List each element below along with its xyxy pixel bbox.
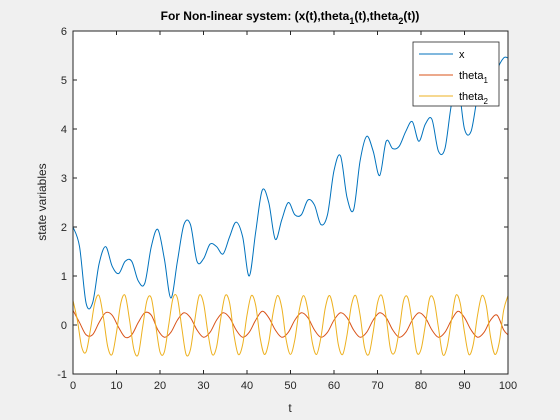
- y-tick-label: -1: [57, 369, 67, 381]
- y-tick-label: 5: [61, 75, 67, 87]
- x-tick-label: 40: [241, 380, 253, 392]
- x-tick-label: 30: [197, 380, 209, 392]
- series-x-line: [73, 56, 508, 310]
- legend-entries: x theta1 theta2: [419, 49, 488, 106]
- axes-box: [72, 30, 509, 375]
- x-tick-labels: 0 10 20 30 40 50 60 70 80 90 100: [70, 380, 517, 392]
- x-tick-label: 10: [110, 380, 122, 392]
- x-tick-label: 60: [328, 380, 340, 392]
- x-tick-label: 0: [70, 380, 76, 392]
- y-tick-label: 1: [61, 271, 67, 283]
- series-theta2-line: [73, 294, 508, 357]
- chart-title: For Non-linear system: (x(t),theta1(t),t…: [161, 9, 420, 26]
- y-tick-label: 4: [61, 124, 67, 136]
- x-tick-label: 20: [154, 380, 166, 392]
- y-axis-label: state variables: [35, 163, 49, 240]
- legend-box: [412, 41, 500, 107]
- x-axis-label: t: [288, 401, 292, 415]
- y-tick-label: 0: [61, 320, 67, 332]
- legend-entry-theta2-label: theta2: [459, 91, 488, 106]
- legend-entry-x-label: x: [459, 49, 465, 61]
- legend: x theta1 theta2: [412, 41, 500, 107]
- y-tick-label: 6: [61, 26, 67, 38]
- legend-entry-theta1-label: theta1: [459, 70, 488, 85]
- x-tick-label: 100: [499, 380, 517, 392]
- series-lines: [73, 56, 508, 357]
- x-tick-label: 50: [284, 380, 296, 392]
- y-tick-label: 3: [61, 173, 67, 185]
- x-tick-label: 70: [371, 380, 383, 392]
- x-tick-label: 80: [415, 380, 427, 392]
- axis-ticks: [72, 30, 509, 375]
- y-tick-label: 2: [61, 222, 67, 234]
- series-theta1-line: [73, 310, 508, 339]
- x-tick-label: 90: [458, 380, 470, 392]
- y-tick-labels: -1 0 1 2 3 4 5 6: [57, 26, 67, 381]
